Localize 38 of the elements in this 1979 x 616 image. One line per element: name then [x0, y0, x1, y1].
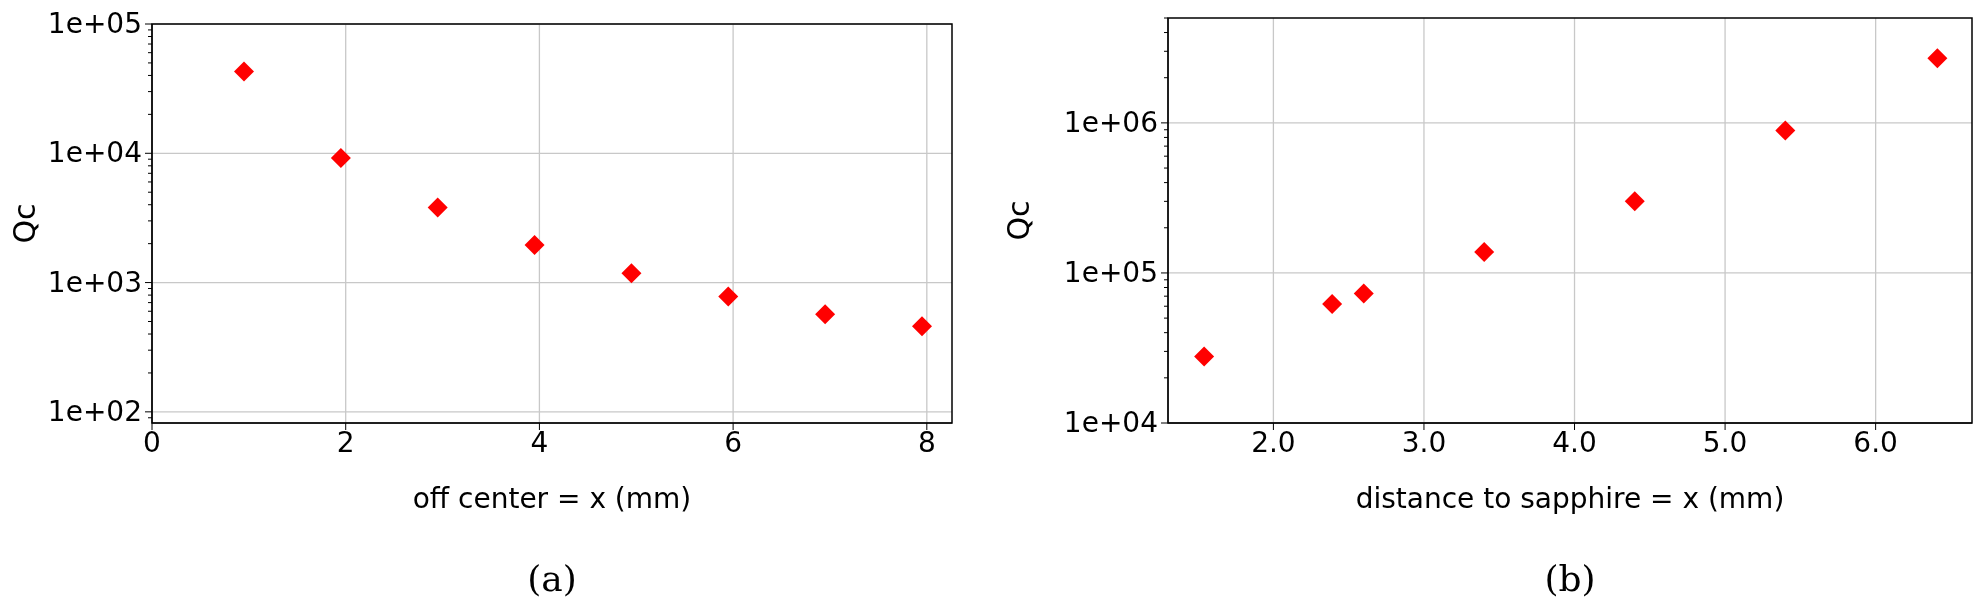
text: (b): [1543, 558, 1597, 599]
point: [427, 197, 448, 218]
point: [524, 235, 545, 256]
point: [330, 147, 351, 168]
x-tick-label: 2: [336, 425, 355, 459]
point: [1624, 191, 1645, 212]
y-tick-label: 1e+04: [47, 136, 142, 170]
y-axis-title: Qc: [6, 203, 42, 244]
x-tick-label: 4.0: [1552, 425, 1597, 459]
x-tick-label: 4: [530, 425, 549, 459]
point: [1322, 294, 1343, 315]
point: [815, 304, 836, 325]
x-tick-label: 0: [143, 425, 161, 459]
x-axis-title: distance to sapphire = x (mm): [1355, 482, 1785, 515]
point: [911, 316, 932, 337]
x-axis-title: off center = x (mm): [412, 482, 692, 515]
point: [1194, 346, 1215, 367]
point: [1775, 120, 1796, 141]
y-tick-label: 1e+04: [1063, 406, 1158, 439]
text: (a): [526, 558, 578, 599]
y-tick-label: 1e+02: [47, 394, 142, 428]
point: [234, 61, 255, 82]
point: [1927, 48, 1948, 69]
point: [1474, 241, 1495, 262]
y-tick-label: 1e+05: [1063, 255, 1158, 289]
y-tick-label: 1e+06: [1063, 105, 1158, 139]
point: [621, 263, 642, 284]
point: [1353, 283, 1374, 304]
y-tick-label: 1e+03: [47, 265, 142, 299]
x-tick-label: 6: [724, 425, 743, 459]
x-tick-label: 3.0: [1401, 425, 1447, 459]
x-tick-label: 8: [917, 425, 936, 459]
x-tick-label: 5.0: [1702, 425, 1748, 459]
point: [718, 286, 739, 307]
y-tick-label: 1e+05: [47, 7, 142, 40]
x-tick-label: 6.0: [1853, 425, 1898, 459]
x-tick-label: 2.0: [1251, 425, 1296, 459]
y-axis-title: Qc: [1000, 200, 1036, 241]
